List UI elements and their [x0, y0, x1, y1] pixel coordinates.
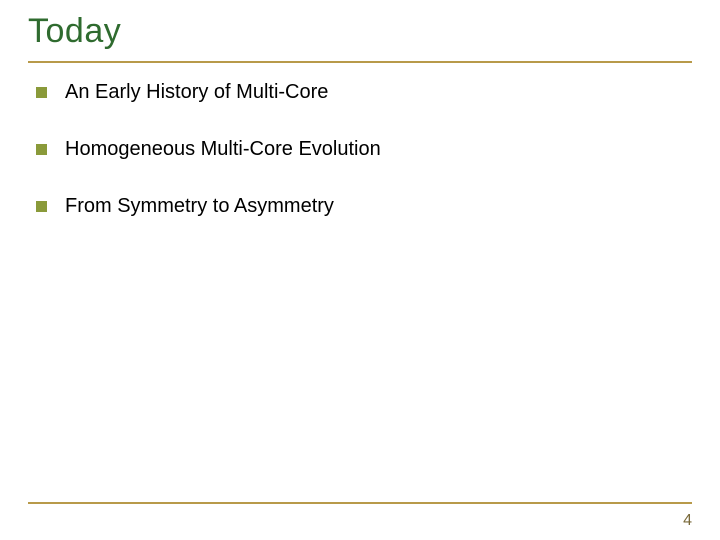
square-bullet-icon	[36, 87, 47, 98]
page-number: 4	[683, 512, 692, 530]
footer-rule	[28, 502, 692, 504]
bullet-list: An Early History of Multi-Core Homogeneo…	[28, 81, 692, 218]
bullet-item: From Symmetry to Asymmetry	[36, 195, 692, 218]
title-underline	[28, 61, 692, 63]
square-bullet-icon	[36, 144, 47, 155]
slide: Today An Early History of Multi-Core Hom…	[0, 0, 720, 540]
bullet-item: Homogeneous Multi-Core Evolution	[36, 138, 692, 161]
bullet-text: Homogeneous Multi-Core Evolution	[65, 138, 381, 161]
bullet-text: An Early History of Multi-Core	[65, 81, 328, 104]
bullet-item: An Early History of Multi-Core	[36, 81, 692, 104]
bullet-text: From Symmetry to Asymmetry	[65, 195, 334, 218]
square-bullet-icon	[36, 201, 47, 212]
slide-title: Today	[28, 12, 692, 51]
